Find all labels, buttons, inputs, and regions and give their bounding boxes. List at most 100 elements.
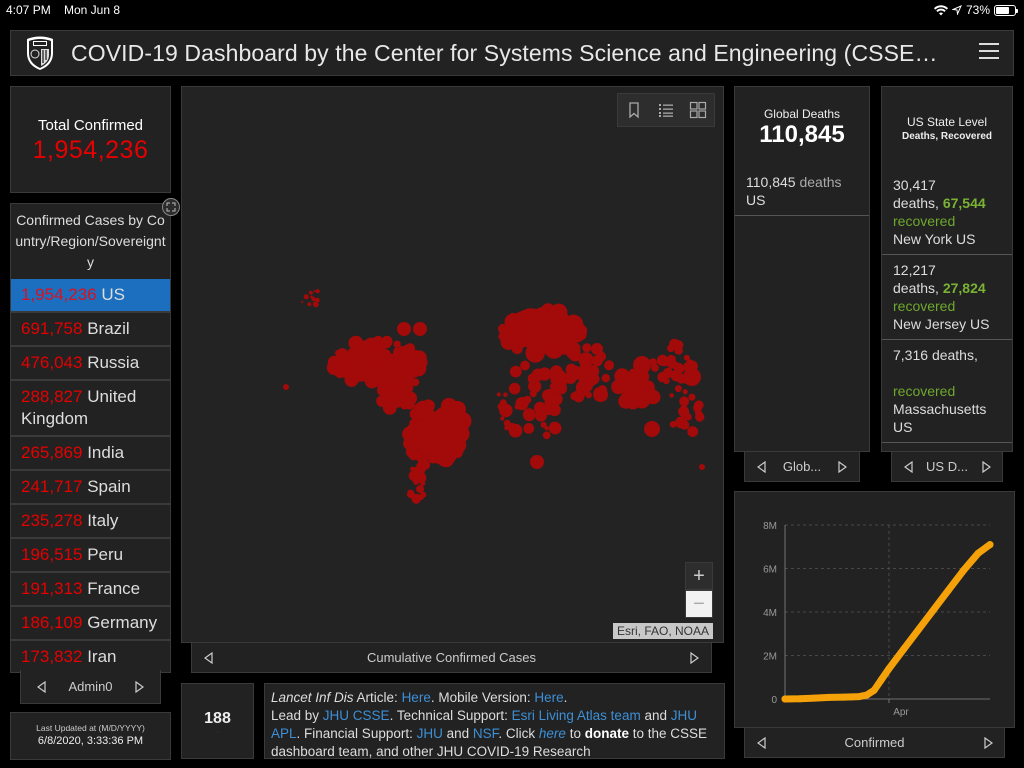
case-bubble[interactable] xyxy=(527,410,536,419)
case-bubble[interactable] xyxy=(507,316,518,327)
case-bubble[interactable] xyxy=(550,303,568,321)
case-bubble[interactable] xyxy=(548,335,557,343)
case-bubble[interactable] xyxy=(303,294,309,300)
case-bubble[interactable] xyxy=(382,367,391,376)
case-bubble[interactable] xyxy=(572,365,580,374)
case-bubble[interactable] xyxy=(411,476,418,483)
case-bubble[interactable] xyxy=(527,322,539,334)
country-row[interactable]: 288,827 United Kingdom xyxy=(11,379,170,435)
case-bubble[interactable] xyxy=(540,421,547,428)
jhu-link[interactable]: JHU xyxy=(416,726,443,741)
case-bubble[interactable] xyxy=(574,324,588,338)
case-bubble[interactable] xyxy=(509,365,522,378)
case-bubble[interactable] xyxy=(667,344,675,353)
next-arrow-icon[interactable] xyxy=(689,651,701,664)
case-bubble[interactable] xyxy=(663,377,670,385)
case-bubble[interactable] xyxy=(383,389,395,401)
case-bubble[interactable] xyxy=(416,485,425,493)
case-bubble[interactable] xyxy=(674,385,682,393)
case-bubble[interactable] xyxy=(398,345,405,352)
global-deaths-item[interactable]: 110,845 deaths US xyxy=(735,161,869,216)
case-bubble[interactable] xyxy=(626,396,640,410)
us-state-item[interactable]: 30,417 deaths, 67,544 recovered New York U… xyxy=(882,170,1012,255)
case-bubble[interactable] xyxy=(434,407,454,427)
case-bubble[interactable] xyxy=(413,322,427,336)
case-bubble[interactable] xyxy=(447,435,467,455)
case-bubble[interactable] xyxy=(604,360,615,371)
case-bubble[interactable] xyxy=(564,371,577,384)
country-row[interactable]: 196,515 Peru xyxy=(11,537,170,571)
case-bubble[interactable] xyxy=(360,374,368,382)
case-bubble[interactable] xyxy=(542,404,553,416)
bookmark-icon[interactable] xyxy=(625,101,643,119)
case-bubble[interactable] xyxy=(388,360,395,367)
case-bubble[interactable] xyxy=(424,416,438,431)
mobile-version-link[interactable]: Here xyxy=(534,690,564,705)
case-bubble[interactable] xyxy=(397,322,411,336)
case-bubble[interactable] xyxy=(593,387,609,403)
prev-arrow-icon[interactable] xyxy=(35,680,47,693)
case-bubble[interactable] xyxy=(346,362,361,376)
case-bubble[interactable] xyxy=(357,343,371,358)
case-bubble[interactable] xyxy=(380,340,388,348)
case-bubble[interactable] xyxy=(369,346,377,353)
next-arrow-icon[interactable] xyxy=(837,460,849,473)
case-bubble[interactable] xyxy=(530,455,544,469)
legend-list-icon[interactable] xyxy=(657,101,675,119)
case-bubble[interactable] xyxy=(644,421,660,437)
country-row[interactable]: 191,313 France xyxy=(11,571,170,605)
case-bubble[interactable] xyxy=(548,368,560,380)
case-bubble[interactable] xyxy=(335,348,349,362)
country-row[interactable]: 1,954,236 US xyxy=(11,279,170,311)
country-row[interactable]: 265,869 India xyxy=(11,435,170,469)
case-bubble[interactable] xyxy=(395,374,403,382)
case-bubble[interactable] xyxy=(688,393,696,401)
zoom-in-button[interactable]: + xyxy=(685,562,713,590)
case-bubble[interactable] xyxy=(570,392,579,401)
prev-arrow-icon[interactable] xyxy=(202,651,214,664)
us-state-item[interactable]: 7,316 deaths, recovered Massachusetts US xyxy=(882,340,1012,443)
nsf-link[interactable]: NSF xyxy=(472,726,499,741)
jhu-csse-link[interactable]: JHU CSSE xyxy=(322,708,390,723)
case-bubble[interactable] xyxy=(623,378,633,388)
case-bubble[interactable] xyxy=(393,368,403,377)
zoom-out-button[interactable]: − xyxy=(685,590,713,618)
case-bubble[interactable] xyxy=(601,373,610,383)
case-bubble[interactable] xyxy=(529,376,538,385)
case-bubble[interactable] xyxy=(417,493,424,501)
case-bubble[interactable] xyxy=(442,456,453,466)
case-bubble[interactable] xyxy=(591,343,603,355)
case-bubble[interactable] xyxy=(391,357,404,370)
prev-arrow-icon[interactable] xyxy=(755,736,767,749)
case-bubble[interactable] xyxy=(415,356,428,369)
case-bubble[interactable] xyxy=(504,425,510,431)
expand-icon[interactable] xyxy=(162,198,180,216)
case-bubble[interactable] xyxy=(523,395,532,404)
case-bubble[interactable] xyxy=(344,372,359,387)
case-bubble[interactable] xyxy=(514,404,520,410)
case-bubble[interactable] xyxy=(507,325,516,334)
country-row[interactable]: 186,109 Germany xyxy=(11,605,170,639)
case-bubble[interactable] xyxy=(673,340,684,351)
prev-arrow-icon[interactable] xyxy=(902,460,914,473)
case-bubble[interactable] xyxy=(578,374,586,383)
case-bubble[interactable] xyxy=(675,364,685,374)
case-bubble[interactable] xyxy=(678,407,685,414)
case-bubble[interactable] xyxy=(542,431,551,440)
case-bubble[interactable] xyxy=(699,464,705,470)
case-bubble[interactable] xyxy=(415,465,426,475)
case-bubble[interactable] xyxy=(551,424,561,434)
case-bubble[interactable] xyxy=(415,453,424,462)
case-bubble[interactable] xyxy=(500,416,505,421)
country-row[interactable]: 241,717 Spain xyxy=(11,469,170,503)
case-bubble[interactable] xyxy=(651,364,659,372)
case-bubble[interactable] xyxy=(315,289,320,294)
case-bubble[interactable] xyxy=(405,445,418,458)
case-bubble[interactable] xyxy=(520,360,530,371)
case-bubble[interactable] xyxy=(420,480,426,486)
case-bubble[interactable] xyxy=(669,421,677,428)
country-row[interactable]: 173,832 Iran xyxy=(11,639,170,672)
case-bubble[interactable] xyxy=(414,437,423,446)
case-bubble[interactable] xyxy=(529,331,548,350)
map-panel[interactable]: + − Esri, FAO, NOAA xyxy=(181,86,724,643)
